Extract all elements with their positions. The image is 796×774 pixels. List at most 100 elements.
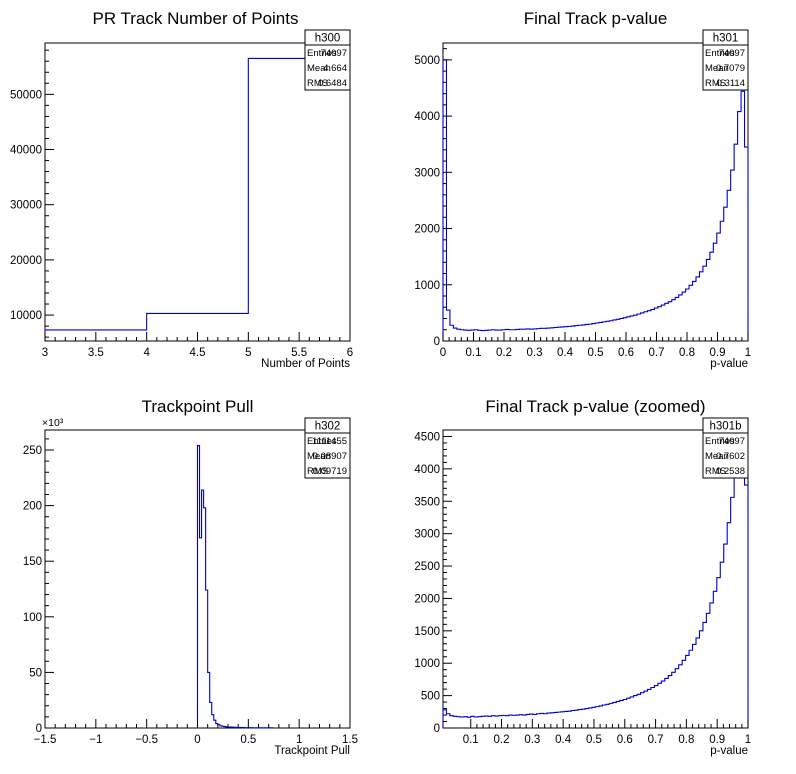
chart-panel-3: Trackpoint Pull −1.5 −1 −0.5 0 0.5 1 1.5 0 50 100 1… xyxy=(23,397,358,757)
x-tick-label: 0.6 xyxy=(618,347,634,359)
y-tick-label: 1000 xyxy=(414,280,440,292)
x-tick-label: 5 xyxy=(245,347,251,359)
x-tick-label: 0.3 xyxy=(524,734,540,746)
x-tick-label: 1 xyxy=(745,347,751,359)
chart-panel-1: PR Track Number of Points 3 3.5 4 4.5 5 5.5 6 10… xyxy=(10,9,353,370)
x-tick-label: 0.5 xyxy=(240,734,256,746)
x-tick-label: −1.5 xyxy=(34,734,57,746)
x-tick-label: 3 xyxy=(42,347,48,359)
y-tick-label: 3500 xyxy=(414,496,440,508)
histogram-line xyxy=(442,432,749,728)
stats-box-frame xyxy=(304,29,351,91)
x-tick-label: 3.5 xyxy=(88,347,104,359)
y-tick-label: 3000 xyxy=(414,529,440,541)
histogram-line xyxy=(196,445,274,729)
stats-value-mean: 0.7602 xyxy=(716,451,745,462)
y-tick-label: 100 xyxy=(23,612,42,624)
stats-label-mean: Mean xyxy=(307,451,331,462)
stats-value-rms: 0.09719 xyxy=(313,466,347,477)
x-tick-label: 0.4 xyxy=(555,734,572,746)
stats-box-frame xyxy=(304,417,351,479)
stats-box-frame xyxy=(702,29,749,91)
histogram-line xyxy=(442,59,749,341)
y-tick-label: 500 xyxy=(421,691,440,703)
y-tick-label: 10000 xyxy=(10,310,42,322)
stats-label-rms: RMS xyxy=(705,466,726,477)
x-axis-label: Number of Points xyxy=(261,358,350,370)
x-axis-label: Trackpoint Pull xyxy=(274,745,350,757)
stats-label-mean: Mean xyxy=(705,63,729,74)
y-tick-label: 20000 xyxy=(10,255,42,267)
y-tick-label: 150 xyxy=(23,556,42,568)
x-tick-label: 0.8 xyxy=(679,347,695,359)
x-tick-label: 0.6 xyxy=(617,734,633,746)
x-tick-label: 1 xyxy=(296,734,302,746)
stats-value-entries: 1111455 xyxy=(312,436,347,447)
x-tick-label: 0.7 xyxy=(649,347,665,359)
chart-title: Final Track p-value xyxy=(524,9,668,28)
stats-label-entries: Entries xyxy=(705,48,735,59)
x-tick-label: 4 xyxy=(143,347,150,359)
x-tick-label: 0 xyxy=(194,734,200,746)
y-tick-label: 2000 xyxy=(414,593,440,605)
stats-histogram-name: h301b xyxy=(710,421,742,433)
stats-value-mean: 0.08907 xyxy=(313,451,347,462)
chart-title: PR Track Number of Points xyxy=(93,9,299,28)
chart-title: Trackpoint Pull xyxy=(142,397,254,416)
y-tick-label: 2000 xyxy=(414,224,440,236)
plot-frame xyxy=(442,42,749,342)
x-tick-label: 0.9 xyxy=(710,347,726,359)
x-tick-label: 0.4 xyxy=(557,347,574,359)
y-tick-label: 4000 xyxy=(414,464,440,476)
x-axis-label: p-value xyxy=(710,358,748,370)
x-tick-label: 0.2 xyxy=(496,347,512,359)
plot-frame xyxy=(442,429,749,729)
stats-value-mean: 4.664 xyxy=(323,63,347,74)
x-tick-label: 5.5 xyxy=(291,347,307,359)
x-tick-label: 1 xyxy=(745,734,751,746)
y-tick-label: 250 xyxy=(23,445,42,457)
y-tick-label: 1500 xyxy=(414,626,440,638)
y-tick-label: 0 xyxy=(36,723,42,735)
stats-value-mean: 0.7079 xyxy=(716,63,745,74)
plot-frame xyxy=(44,42,351,342)
stats-histogram-name: h302 xyxy=(315,421,341,433)
stats-histogram-name: h300 xyxy=(315,33,341,45)
stats-value-entries: 74097 xyxy=(719,48,745,59)
stats-label-entries: Entries xyxy=(307,436,337,447)
x-tick-label: 0.3 xyxy=(527,347,543,359)
chart-title: Final Track p-value (zoomed) xyxy=(485,397,705,416)
stats-value-rms: 0.3114 xyxy=(717,78,745,89)
stats-value-entries: 74097 xyxy=(321,48,347,59)
x-tick-label: 4.5 xyxy=(190,347,206,359)
x-tick-label: 0.1 xyxy=(466,347,482,359)
y-tick-label: 50 xyxy=(29,667,42,679)
stats-label-rms: RMS xyxy=(307,466,328,477)
x-tick-label: 0.1 xyxy=(463,734,479,746)
y-tick-label: 3000 xyxy=(414,167,440,179)
x-axis-label: p-value xyxy=(710,745,748,757)
y-tick-label: 50000 xyxy=(10,89,42,101)
histogram-line xyxy=(44,57,350,341)
y-tick-label: 200 xyxy=(23,501,42,513)
stats-value-entries: 74097 xyxy=(719,436,745,447)
x-tick-label: 0.2 xyxy=(494,734,510,746)
stats-label-mean: Mean xyxy=(307,63,331,74)
x-tick-label: 6 xyxy=(347,347,353,359)
x-tick-label: 1.5 xyxy=(342,734,358,746)
y-tick-label: 1000 xyxy=(414,658,440,670)
stats-box-frame xyxy=(702,417,749,479)
y-tick-label: 2500 xyxy=(414,561,440,573)
x-tick-label: 0.7 xyxy=(648,734,664,746)
y-tick-label: 30000 xyxy=(10,200,42,212)
chart-panel-2: Final Track p-value 0 0.1 0.2 0.3 0.4 0.5 0.6 0.… xyxy=(414,9,751,370)
stats-value-rms: 0.6484 xyxy=(318,78,347,89)
y-axis-multiplier: ×10³ xyxy=(42,417,64,429)
x-tick-label: 0.8 xyxy=(678,734,694,746)
stats-label-entries: Entries xyxy=(307,48,337,59)
x-tick-label: 0 xyxy=(440,347,446,359)
x-tick-label: −1 xyxy=(89,734,102,746)
